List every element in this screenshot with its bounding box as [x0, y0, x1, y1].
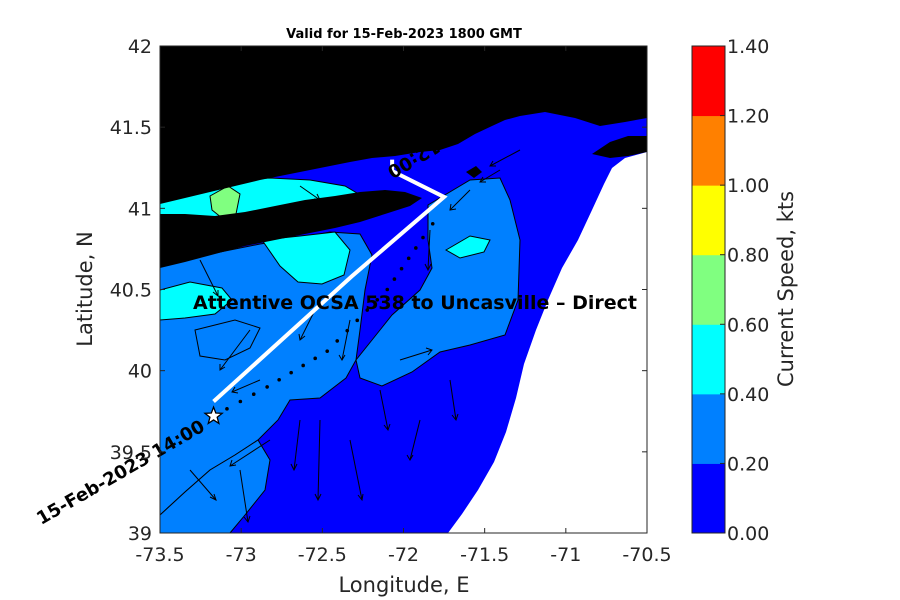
y-tick-label: 41.5 [110, 117, 152, 139]
colorbar-tick-label: 0.40 [727, 384, 769, 406]
track-dot [265, 385, 269, 389]
colorbar-segment [692, 463, 725, 534]
route-label: Attentive OCSA 538 to Uncasville – Direc… [193, 292, 637, 314]
y-tick-label: 41 [128, 198, 152, 220]
track-dot [289, 370, 293, 375]
start-star-icon [203, 405, 224, 425]
track-dot [385, 287, 390, 292]
track-dot [277, 377, 281, 382]
x-tick-label: -72 [388, 544, 419, 566]
track-dot [313, 356, 317, 361]
x-axis: -73.5 -73 -72.5 -72 -71.5 -71 -70.5 [135, 46, 672, 566]
y-tick-label: 39.5 [110, 442, 152, 464]
colorbar-label: Current Speed, kts [774, 191, 798, 387]
track-dot [251, 392, 256, 397]
track-dot [301, 363, 305, 368]
track-dot [325, 349, 330, 353]
colorbar-segment [692, 46, 725, 117]
track-dot [335, 339, 340, 343]
track-dot [414, 246, 418, 250]
current-vectors [189, 149, 521, 524]
colorbar-tick-label: 1.20 [727, 106, 769, 128]
x-tick-label: -73.5 [135, 544, 184, 566]
land-island-small [466, 166, 482, 178]
y-axis-label: Latitude, N [73, 231, 97, 347]
colorbar-segment [692, 324, 725, 395]
land-island-east [592, 136, 647, 158]
track-dot [225, 407, 229, 411]
track-dot [430, 221, 435, 226]
track-dot [238, 399, 243, 404]
colorbar-tick-label: 0.00 [727, 523, 769, 545]
y-tick-label: 40 [128, 361, 152, 383]
map-title: Valid for 15-Feb-2023 1800 GMT [286, 27, 522, 42]
track-dot [392, 277, 397, 281]
colorbar-tick-label: 1.00 [727, 175, 769, 197]
colorbar-tick-label: 0.60 [727, 314, 769, 336]
land-mainland [160, 46, 647, 204]
track-dot [406, 256, 411, 261]
y-tick-label: 40.5 [110, 280, 152, 302]
y-tick-label: 42 [128, 36, 152, 58]
colorbar-segment [692, 393, 725, 464]
track-dot [399, 266, 404, 271]
colorbar-tick-label: 0.80 [727, 245, 769, 267]
x-tick-label: -71 [550, 544, 581, 566]
x-tick-label: -73 [226, 544, 257, 566]
x-tick-label: -71.5 [460, 544, 509, 566]
track-dot [375, 297, 380, 302]
colorbar: 0.00 0.20 0.40 0.60 0.80 1.00 1.20 1.40 [691, 36, 769, 545]
land-long-island [160, 190, 422, 268]
track-dot [355, 318, 360, 323]
colorbar-frame [691, 45, 726, 534]
colorbar-segment [692, 185, 725, 256]
colorbar-segment [692, 254, 725, 325]
x-tick-label: -70.5 [622, 544, 671, 566]
colorbar-tick-label: 1.40 [727, 36, 769, 58]
track-dot [345, 328, 350, 333]
planned-route [212, 159, 448, 403]
y-tick-label: 39 [128, 523, 152, 545]
track-dot [421, 235, 425, 240]
map-area: Attentive OCSA 538 to Uncasville – Direc… [160, 46, 647, 533]
x-axis-label: Longitude, E [338, 573, 469, 597]
track-dot [365, 308, 370, 312]
x-tick-label: -72.5 [298, 544, 347, 566]
y-axis: 39 39.5 40 40.5 41 41.5 42 [110, 36, 647, 545]
track-dots [211, 221, 435, 418]
no-data-region [448, 152, 647, 533]
colorbar-tick-label: 0.20 [727, 453, 769, 475]
colorbar-segment [692, 115, 725, 186]
